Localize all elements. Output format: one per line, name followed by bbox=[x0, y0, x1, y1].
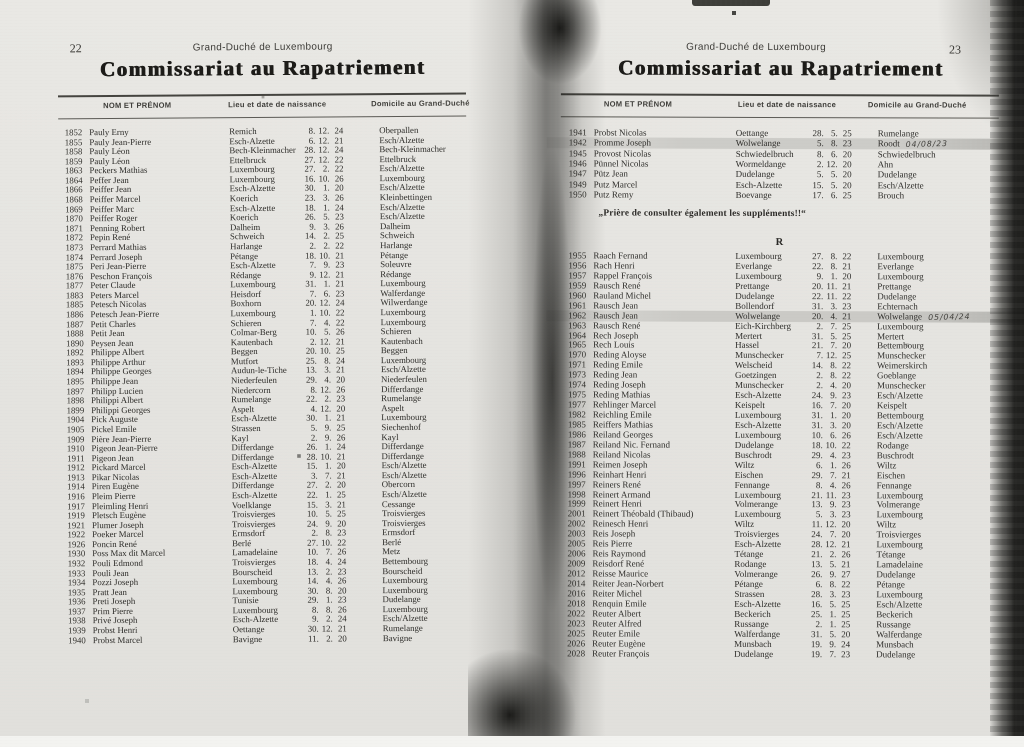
entry-number: 1942 bbox=[568, 137, 587, 148]
entry-birthplace: Schwiedelbruch bbox=[735, 148, 794, 159]
page-number-right: 23 bbox=[949, 42, 962, 57]
entry-birth-year: 20 bbox=[842, 169, 852, 180]
entry-birth-day: 2 bbox=[808, 159, 824, 169]
entry-birth-day: 8 bbox=[808, 149, 824, 159]
entry-domicile: Rumelange bbox=[877, 128, 919, 139]
entry-number: 1945 bbox=[568, 148, 587, 159]
handwritten-annotation: 05/04/24 bbox=[927, 311, 971, 322]
entry-domicile: Dudelange bbox=[877, 169, 917, 180]
entry-birth-day: 5 bbox=[808, 138, 824, 148]
entry-birth-day: 15 bbox=[808, 180, 824, 190]
entry-number: 1946 bbox=[568, 158, 587, 169]
entry-birth-month: 5 bbox=[824, 128, 838, 138]
entry-name: Putz Marcel bbox=[593, 179, 638, 190]
entry-birth-day: 5 bbox=[808, 169, 824, 179]
entry-domicile: Brouch bbox=[877, 190, 905, 201]
entry-number: 1941 bbox=[568, 127, 587, 138]
entry-name: Pünnel Nicolas bbox=[593, 158, 649, 169]
entry-number: 2028 bbox=[567, 647, 586, 658]
entry-birth-month: 5 bbox=[824, 170, 838, 180]
entry-birthplace: Dudelange bbox=[734, 648, 774, 659]
entry-birth-year: 20 bbox=[842, 179, 852, 190]
entry-birth-day: 28 bbox=[808, 128, 824, 138]
entry-birth-day: 17 bbox=[808, 190, 824, 200]
entry-domicile: Dudelange bbox=[876, 648, 916, 659]
entry-name: Provost Nicolas bbox=[593, 148, 651, 159]
running-head-right: Grand-Duché de Luxembourg bbox=[686, 41, 826, 54]
entry-birth-year: 23 bbox=[841, 648, 851, 659]
entry-birth-month: 8 bbox=[824, 138, 838, 149]
header-rule-thin-right bbox=[560, 116, 999, 119]
entry-name: Promme Joseph bbox=[593, 137, 652, 148]
table-row: 2028 Reuter François Dudelange 197 23 Dudelan… bbox=[559, 647, 1024, 660]
entry-birth-year: 20 bbox=[842, 148, 852, 159]
entry-number: 1949 bbox=[568, 179, 587, 190]
entry-number: 1947 bbox=[568, 168, 587, 179]
entry-birth-year: 20 bbox=[842, 159, 852, 170]
entry-birthplace: Oettange bbox=[735, 127, 769, 138]
entry-birthplace: Wolwelange bbox=[735, 138, 781, 149]
entry-domicile: Esch/Alzette bbox=[877, 180, 924, 191]
entry-birth-year: 23 bbox=[842, 138, 852, 149]
entry-domicile: Schwiedelbruch bbox=[877, 148, 936, 160]
entry-birthplace: Dudelange bbox=[735, 169, 775, 180]
entry-birth-month: 12 bbox=[824, 159, 838, 169]
entry-birth-month: 7 bbox=[822, 649, 836, 660]
entry-birthplace: Wormeldange bbox=[735, 158, 786, 170]
entry-birth-year: 25 bbox=[842, 128, 852, 139]
entry-name: Pütz Jean bbox=[593, 168, 628, 179]
header-rule-thick-right bbox=[560, 93, 999, 98]
table-row: 1950 Putz Remy Boevange 176 25 Brouch bbox=[561, 189, 1024, 201]
entry-birth-month: 6 bbox=[824, 149, 838, 159]
entry-name: Putz Remy bbox=[593, 189, 634, 200]
column-header-domicile-right: Domicile au Grand-Duché bbox=[867, 100, 967, 110]
entry-birthplace: Esch-Alzette bbox=[735, 179, 783, 190]
entry-birth-day: 19 bbox=[806, 649, 822, 660]
entry-birthplace: Boevange bbox=[735, 189, 772, 201]
entry-domicile: Roodt bbox=[877, 138, 900, 149]
entry-birth-month: 5 bbox=[824, 180, 838, 190]
page-title-right: Commissariat au Rapatriement bbox=[618, 55, 944, 81]
entry-domicile: Ahn bbox=[877, 159, 894, 170]
scan-top-artifact bbox=[692, 0, 770, 6]
supplement-notice: „Prière de consulter également les suppl… bbox=[598, 208, 807, 220]
entry-name: Probst Nicolas bbox=[593, 127, 647, 138]
entry-number: 1950 bbox=[568, 189, 587, 200]
section-letter: R bbox=[775, 236, 784, 249]
column-header-birth-right: Lieu et date de naissance bbox=[737, 99, 837, 110]
entry-name: Reuter François bbox=[592, 647, 650, 659]
entry-birth-month: 6 bbox=[824, 190, 838, 200]
scan-bottom-margin bbox=[0, 736, 1024, 747]
column-header-name-right: NOM ET PRÉNOM bbox=[603, 99, 673, 109]
entry-birth-year: 25 bbox=[842, 190, 852, 201]
